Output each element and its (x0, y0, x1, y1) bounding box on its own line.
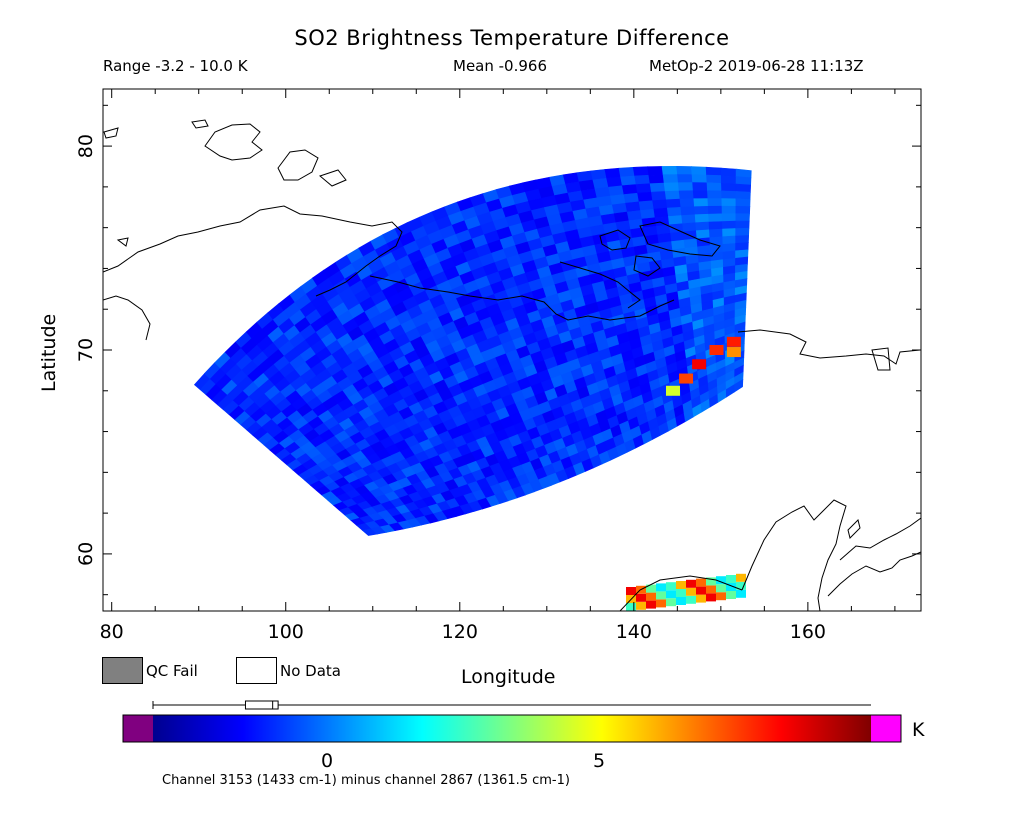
colorbar-tick-label: 0 (321, 750, 333, 772)
swath-south-pixel (696, 586, 706, 595)
axis-ticks (103, 89, 921, 611)
swath-south-pixel (706, 593, 716, 602)
coastline-okhotsk (839, 517, 921, 561)
swath-south-pixel (716, 584, 726, 593)
qc-fail-label: QC Fail (146, 662, 198, 680)
boxplot-box (244, 700, 279, 710)
range-label: Range -3.2 - 10.0 K (103, 57, 248, 75)
colorbar-gradient (153, 715, 871, 742)
swath-south-pixel (726, 583, 736, 591)
coastline-mainland-west (103, 295, 151, 341)
swath-south-pixel (676, 597, 686, 605)
x-tick-label: 140 (616, 621, 652, 643)
swath-south-pixel (646, 600, 656, 609)
swath-south-pixel (666, 590, 676, 599)
swath-south-pixel (686, 595, 696, 604)
coastline-island (103, 127, 119, 139)
so2-hotspot (726, 336, 741, 347)
coastline-east (737, 329, 921, 365)
channel-caption: Channel 3153 (1433 cm-1) minus channel 2… (162, 773, 570, 788)
colorbar-over (871, 715, 901, 742)
axis-tick-labels: 80 100 120 140 160 60 70 80 (75, 134, 826, 643)
y-tick-label: 70 (75, 338, 97, 362)
colorbar-under (123, 715, 153, 742)
coastline-island (116, 237, 129, 247)
swath-south-pixel (676, 589, 686, 597)
coastline-new-siberian (633, 255, 661, 277)
swath-south-pixel (646, 592, 656, 601)
swath-south-pixel (706, 585, 716, 594)
satellite-time-label: MetOp-2 2019-06-28 11:13Z (649, 57, 864, 75)
coastline-south (619, 575, 743, 611)
swath-south-pixel (676, 581, 686, 589)
swath-south-pixel (696, 578, 706, 587)
x-tick-label: 120 (442, 621, 478, 643)
qc-fail-swatch (102, 657, 143, 684)
chart-title: SO2 Brightness Temperature Difference (294, 26, 730, 50)
swath-south-pixel (726, 591, 736, 599)
mean-label: Mean -0.966 (453, 57, 547, 75)
swath-south-pixel (656, 583, 666, 592)
coastline-mainland-west (103, 205, 403, 297)
swath-south-pixel (686, 579, 696, 588)
coastline-okhotsk (827, 551, 921, 597)
y-tick-label: 80 (75, 134, 97, 158)
colorbar-frame (122, 714, 902, 743)
so2-hotspot (679, 373, 694, 384)
coastlines (103, 119, 921, 611)
swath-south-pixel (666, 598, 676, 607)
swath-south-pixel (646, 584, 656, 593)
so2-hotspot (709, 345, 724, 355)
y-tick-label: 60 (75, 542, 97, 566)
swath-south-pixel (696, 594, 706, 603)
swath-layer (193, 165, 752, 611)
swath-south-pixel (706, 577, 716, 586)
swath-south-pixel (716, 576, 726, 585)
no-data-label: No Data (280, 662, 341, 680)
colorbar-boxplot (152, 700, 871, 710)
coastline-okhotsk (847, 519, 861, 539)
swath-south-pixel (626, 603, 636, 611)
so2-hotspot (665, 385, 680, 396)
swath-south-pixel (716, 592, 726, 601)
swath-south-pixel (686, 587, 696, 596)
coastline-island (318, 169, 347, 187)
swath-south-pixel (666, 582, 676, 591)
coastline-okhotsk (741, 499, 847, 611)
swath-south-pixel (636, 601, 646, 610)
coastline-island-small (871, 347, 891, 371)
swath-south-pixel (736, 581, 746, 590)
swath-pixel (734, 378, 744, 393)
no-data-swatch (236, 657, 277, 684)
swath-south-pixel (656, 591, 666, 600)
swath-south-pixel (726, 575, 736, 583)
coastline-new-siberian (639, 221, 721, 257)
x-axis-label: Longitude (461, 666, 556, 688)
swath-south-pixel (656, 599, 666, 608)
swath-south-pixel (636, 593, 646, 602)
coastline-lena (559, 261, 641, 309)
coastline-new-siberian (599, 229, 631, 251)
swath-south-pixel (736, 573, 746, 582)
colorbar-unit: K (912, 719, 925, 741)
coastline-island (191, 119, 209, 129)
x-tick-label: 80 (100, 621, 124, 643)
so2-hotspot (726, 347, 741, 358)
coastline-island (277, 149, 319, 181)
coastline-river-delta (369, 275, 675, 321)
x-tick-label: 160 (790, 621, 826, 643)
colorbar-tick-label: 5 (593, 750, 605, 772)
so2-hotspot (692, 359, 707, 370)
swath-south-pixel (736, 589, 746, 598)
x-tick-label: 100 (268, 621, 304, 643)
swath-south-pixel (626, 587, 636, 595)
coastline-island (204, 123, 263, 161)
